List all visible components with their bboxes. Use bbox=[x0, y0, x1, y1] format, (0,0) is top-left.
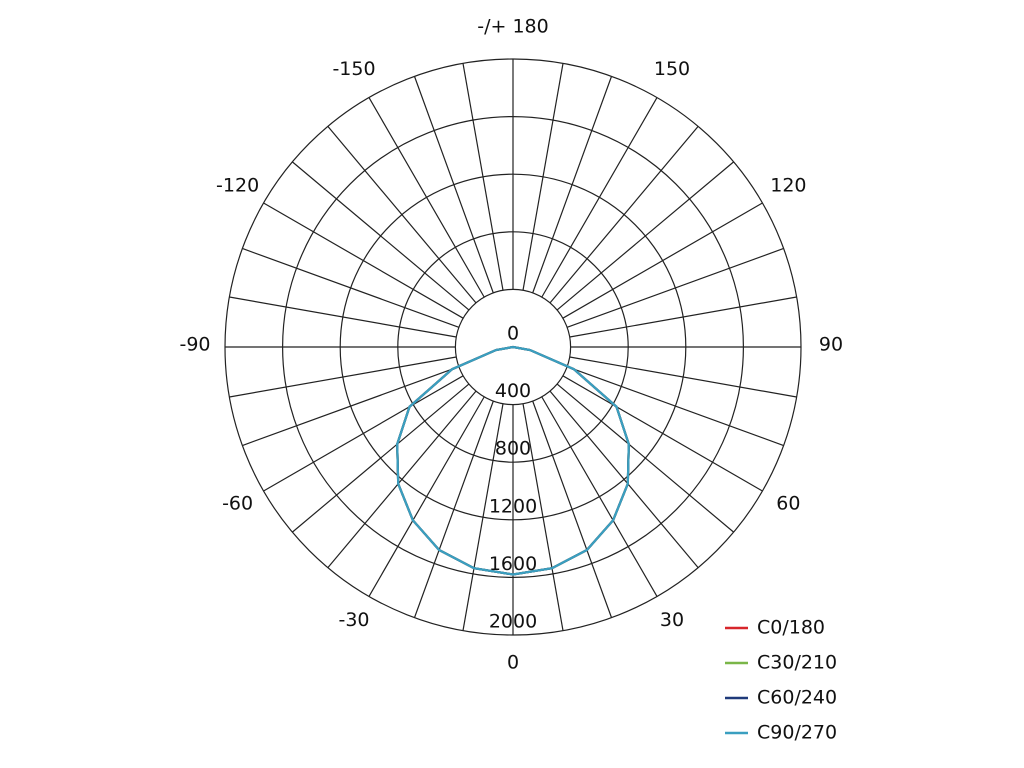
angle-tick-label: -30 bbox=[338, 609, 369, 631]
legend-label: C30/210 bbox=[757, 652, 837, 674]
angle-tick-label: 150 bbox=[654, 58, 690, 80]
ring bbox=[282, 116, 744, 578]
angle-tick-label: -90 bbox=[179, 334, 210, 356]
angle-tick-label: 30 bbox=[660, 609, 684, 631]
legend-label: C60/240 bbox=[757, 687, 837, 709]
r-tick-label: 0 bbox=[507, 323, 519, 345]
legend-label: C0/180 bbox=[757, 617, 825, 639]
angle-tick-label: 120 bbox=[770, 175, 806, 197]
angle-tick-label: 60 bbox=[776, 493, 800, 515]
r-tick-label: 1200 bbox=[489, 495, 537, 517]
ring bbox=[454, 288, 572, 406]
angle-tick-label: 90 bbox=[819, 334, 843, 356]
r-tick-label: 400 bbox=[495, 380, 531, 402]
legend-label: C90/270 bbox=[757, 722, 837, 744]
angle-tick-label: 0 bbox=[507, 652, 519, 674]
curve bbox=[396, 345, 630, 576]
ring bbox=[397, 231, 629, 463]
angle-tick-label: -/+ 180 bbox=[477, 16, 548, 38]
angle-tick-label: -120 bbox=[216, 175, 259, 197]
angle-tick-label: -60 bbox=[222, 493, 253, 515]
r-tick-label: 800 bbox=[495, 438, 531, 460]
r-tick-label: 2000 bbox=[489, 611, 537, 633]
ring bbox=[339, 173, 687, 521]
ring bbox=[224, 58, 802, 636]
r-tick-label: 1600 bbox=[489, 553, 537, 575]
angle-tick-label: -150 bbox=[332, 58, 375, 80]
